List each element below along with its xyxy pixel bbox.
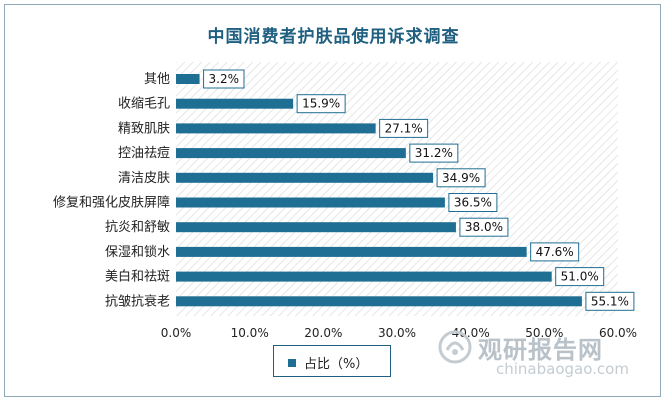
legend-label: 占比（%） xyxy=(304,357,369,372)
category-label: 美白和祛斑 xyxy=(105,269,170,285)
data-label: 38.0% xyxy=(465,220,503,234)
legend: 占比（%） xyxy=(273,345,391,377)
category-label: 清洁皮肤 xyxy=(118,171,170,186)
bar-3 xyxy=(176,148,406,159)
category-label: 抗炎和舒敏 xyxy=(105,220,170,235)
category-label: 其他 xyxy=(144,72,170,87)
category-label: 收缩毛孔 xyxy=(118,96,170,112)
watermark: 观研报告网 chinabaogao.com xyxy=(438,328,638,380)
data-label-box xyxy=(555,267,605,287)
data-label: 31.2% xyxy=(415,146,453,160)
data-label-box xyxy=(459,217,509,237)
category-label: 抗皱抗衰老 xyxy=(105,293,170,309)
bar-0 xyxy=(176,74,200,84)
watermark-logo-icon xyxy=(438,330,472,364)
category-label: 控油祛痘 xyxy=(118,145,170,161)
data-label-box xyxy=(409,143,459,163)
data-label-box xyxy=(296,94,346,114)
category-label: 修复和强化皮肤屏障 xyxy=(53,196,170,211)
bar-1 xyxy=(176,98,294,109)
legend-swatch xyxy=(288,359,296,367)
x-tick-label: 0.0% xyxy=(161,326,192,340)
category-label: 保湿和锁水 xyxy=(105,244,170,260)
data-label-box xyxy=(436,168,486,188)
x-tick-label: 40.0% xyxy=(452,326,490,340)
data-label: 47.6% xyxy=(536,245,574,259)
bar-5 xyxy=(176,197,445,208)
x-tick-label: 30.0% xyxy=(378,326,416,340)
bar-8 xyxy=(176,271,552,282)
data-label-box xyxy=(448,193,498,212)
bar-9 xyxy=(176,296,582,307)
watermark-cn: 观研报告网 xyxy=(478,336,603,364)
watermark-en: chinabaogao.com xyxy=(496,360,629,378)
x-tick-label: 20.0% xyxy=(304,326,342,340)
data-label: 51.0% xyxy=(561,270,599,284)
bar-7 xyxy=(176,246,527,257)
bar-2 xyxy=(176,123,376,134)
data-label: 36.5% xyxy=(454,196,492,210)
data-label: 27.1% xyxy=(385,121,423,135)
data-label: 15.9% xyxy=(302,97,340,111)
data-label-box xyxy=(379,118,429,138)
chart-title: 中国消费者护肤品使用诉求调查 xyxy=(207,27,460,47)
data-label: 34.9% xyxy=(442,171,480,185)
x-tick-label: 60.0% xyxy=(599,326,637,340)
bar-6 xyxy=(176,222,456,233)
bar-4 xyxy=(176,172,434,183)
data-label: 3.2% xyxy=(209,72,240,86)
data-label-box xyxy=(203,69,245,89)
data-label-box xyxy=(530,242,580,262)
x-tick-label: 10.0% xyxy=(231,326,269,340)
x-tick-label: 50.0% xyxy=(525,326,563,340)
data-label-box xyxy=(585,291,635,311)
data-label: 55.1% xyxy=(591,294,629,308)
category-label: 精致肌肤 xyxy=(118,121,170,136)
